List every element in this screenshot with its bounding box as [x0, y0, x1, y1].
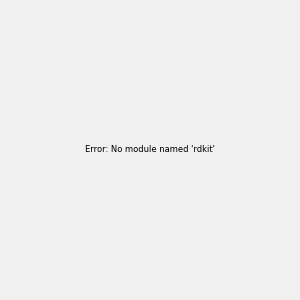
Text: Error: No module named 'rdkit': Error: No module named 'rdkit' [85, 146, 215, 154]
